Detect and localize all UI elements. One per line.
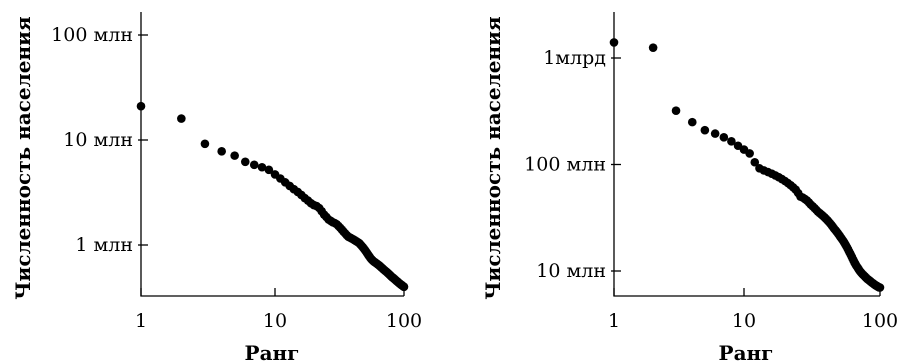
chart-right-point [700, 125, 710, 135]
chart-right-point [727, 137, 736, 146]
chart-left-point [249, 160, 259, 170]
chart-right-x-title: Ранг [719, 341, 774, 364]
chart-left-points [136, 101, 409, 292]
chart-left-point [200, 139, 210, 149]
chart-left-y-ticks: 1 млн 10 млн 100 млн [51, 24, 148, 256]
chart-left-point [257, 162, 267, 172]
chart-left-y-title: Численность населения [11, 16, 35, 300]
chart-left-point [136, 101, 146, 111]
chart-left: 1 10 100 1 млн 10 млн 100 млн Ранг Численнос… [11, 12, 422, 364]
chart-left-x-tick-label-0: 1 [135, 310, 147, 332]
chart-right-y-tick-label-2: 1млрд [543, 47, 606, 69]
chart-left-x-tick-label-1: 10 [263, 310, 287, 332]
chart-left-point [217, 147, 226, 156]
chart-left-point [230, 151, 239, 160]
chart-right: 1 10 100 10 млн 100 млн 1млрд Ранг Численнос… [481, 12, 898, 364]
chart-left-point [240, 157, 250, 167]
chart-right-y-title: Численность населения [481, 16, 505, 300]
chart-left-y-tick-label-2: 100 млн [51, 24, 133, 46]
chart-right-point [710, 129, 720, 138]
chart-left-y-tick-label-1: 10 млн [63, 129, 133, 151]
chart-left-x-title: Ранг [245, 341, 300, 364]
chart-right-points [609, 38, 885, 292]
chart-right-point [719, 133, 729, 142]
chart-right-x-tick-label-0: 1 [608, 310, 620, 332]
chart-right-point [671, 106, 681, 115]
chart-right-point [875, 283, 885, 292]
chart-left-point [264, 165, 274, 175]
chart-right-x-tick-label-1: 10 [732, 310, 756, 332]
chart-left-x-tick-label-2: 100 [386, 310, 422, 332]
chart-right-point [648, 43, 658, 52]
chart-right-point [687, 117, 697, 127]
chart-right-y-tick-label-0: 10 млн [536, 260, 606, 282]
chart-right-point [745, 149, 754, 158]
chart-right-x-ticks: 1 10 100 [608, 288, 898, 332]
chart-right-x-tick-label-2: 100 [862, 310, 898, 332]
chart-right-point [609, 38, 619, 47]
chart-left-point [399, 282, 409, 292]
chart-left-y-tick-label-0: 1 млн [75, 234, 133, 256]
chart-right-point [750, 157, 760, 167]
chart-right-y-tick-label-1: 100 млн [524, 154, 606, 176]
chart-left-x-ticks: 1 10 100 [135, 288, 422, 332]
chart-right-y-ticks: 10 млн 100 млн 1млрд [524, 47, 621, 282]
chart-left-point [177, 114, 186, 123]
